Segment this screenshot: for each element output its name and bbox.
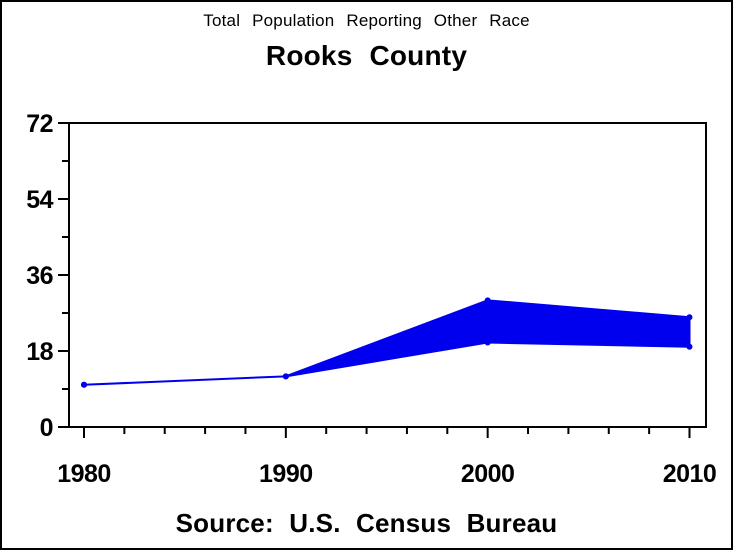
band-area [83, 299, 691, 386]
x-tick-label: 2010 [663, 460, 717, 488]
source-caption: Source: U.S. Census Bureau [175, 508, 558, 538]
y-tick-label: 0 [40, 414, 53, 442]
page-title: Total Population Reporting Other Race [203, 11, 530, 30]
y-tick-label: 36 [26, 262, 53, 290]
data-marker [484, 339, 491, 346]
y-tick-label: 54 [26, 186, 53, 214]
x-tick-label: 2000 [461, 460, 515, 488]
y-tick-label: 72 [26, 110, 53, 138]
data-marker [686, 343, 693, 350]
data-marker [282, 373, 289, 380]
data-marker [81, 381, 87, 388]
x-tick-label: 1990 [259, 460, 313, 488]
y-tick-label: 18 [26, 338, 53, 366]
data-marker [686, 314, 693, 321]
x-tick-label: 1980 [57, 460, 111, 488]
data-marker [484, 297, 491, 304]
chart-subtitle: Rooks County [265, 40, 468, 71]
